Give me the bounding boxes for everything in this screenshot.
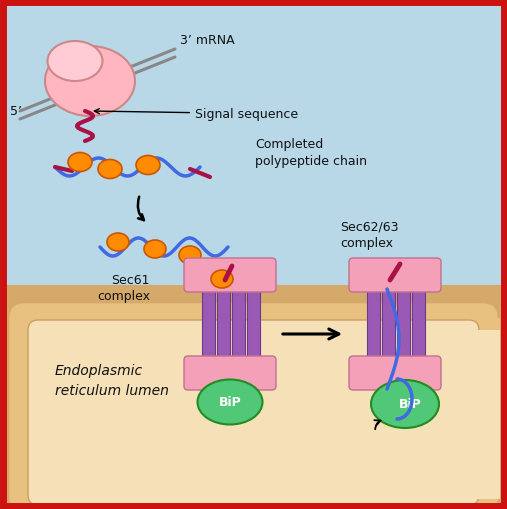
Ellipse shape [179, 246, 201, 265]
Text: BiP: BiP [399, 398, 421, 411]
Text: Endoplasmic
reticulum lumen: Endoplasmic reticulum lumen [55, 364, 169, 397]
Bar [440, 304, 500, 509]
FancyBboxPatch shape [349, 259, 441, 293]
Ellipse shape [48, 42, 102, 82]
Ellipse shape [371, 380, 439, 428]
FancyBboxPatch shape [10, 304, 497, 509]
Text: 5’: 5’ [10, 105, 22, 118]
FancyBboxPatch shape [28, 320, 479, 505]
Ellipse shape [198, 380, 263, 425]
Bar [470, 330, 500, 499]
FancyBboxPatch shape [184, 356, 276, 390]
Ellipse shape [136, 156, 160, 175]
Bar [247, 285, 260, 364]
Bar [232, 285, 245, 364]
Bar [382, 285, 395, 364]
Ellipse shape [211, 270, 233, 289]
Bar [412, 285, 425, 364]
Text: BiP: BiP [219, 395, 241, 409]
FancyBboxPatch shape [184, 259, 276, 293]
FancyBboxPatch shape [0, 287, 507, 509]
FancyBboxPatch shape [349, 356, 441, 390]
Ellipse shape [98, 160, 122, 179]
Text: Sec62/63
complex: Sec62/63 complex [340, 220, 399, 249]
Ellipse shape [45, 47, 135, 117]
Bar [367, 285, 380, 364]
Ellipse shape [68, 153, 92, 172]
Bar [202, 285, 215, 364]
Bar [217, 285, 230, 364]
Text: Signal sequence: Signal sequence [94, 108, 298, 121]
Bar [456, 318, 500, 499]
Ellipse shape [107, 234, 129, 251]
Text: Completed
polypeptide chain: Completed polypeptide chain [255, 138, 367, 167]
Ellipse shape [144, 241, 166, 259]
Text: 3’ mRNA: 3’ mRNA [180, 34, 235, 47]
Text: Sec61
complex: Sec61 complex [97, 273, 150, 302]
Bar [397, 285, 410, 364]
